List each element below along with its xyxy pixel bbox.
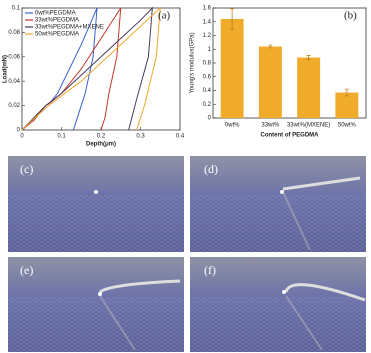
x-tick-label: 33wt% <box>261 123 280 129</box>
bar <box>297 57 321 118</box>
x-tick-label: 0.3 <box>136 134 145 140</box>
y-axis-title: Load(mN) <box>3 55 9 83</box>
line-series <box>21 6 153 131</box>
y-tick-label: 0.02 <box>8 103 20 109</box>
y-tick-label: 1.6 <box>203 6 212 12</box>
photo-d <box>190 156 366 252</box>
x-tick-label: 0.1 <box>57 134 66 140</box>
y-tick-label: 1.4 <box>203 19 212 25</box>
photo-e <box>8 257 184 352</box>
x-axis-title: Depth(μm) <box>86 142 116 148</box>
y-tick-label: 0.06 <box>8 54 20 60</box>
y-tick-label: 1 <box>208 47 212 53</box>
bar <box>258 46 282 118</box>
error-bar <box>268 44 273 49</box>
y-tick-label: 0 <box>17 128 21 134</box>
y-tick-label: 0.04 <box>8 79 20 85</box>
error-bar <box>230 8 235 30</box>
x-tick-label: 0wt% <box>225 123 240 129</box>
error-bar <box>344 88 349 97</box>
panel-label: (b) <box>344 10 357 22</box>
error-bar <box>306 55 311 60</box>
y-axis-title: Young's modulus(GPa) <box>190 32 196 93</box>
y-tick-label: 0.1 <box>12 6 21 12</box>
panel-label: (a) <box>158 10 171 22</box>
line-series <box>21 6 161 131</box>
y-tick-label: 0.2 <box>203 102 212 108</box>
panel-label: (f) <box>204 263 216 277</box>
x-tick-label: 50wt% <box>338 123 357 129</box>
bar <box>335 92 359 118</box>
photo-f <box>190 257 366 352</box>
legend-label: 33wt%PEGDMA+MXENE <box>35 25 104 31</box>
photo-c <box>8 156 184 252</box>
x-tick-label: 33wt%(MXENE) <box>287 123 330 129</box>
legend-label: 0wt%PEGDMA <box>35 11 76 17</box>
y-tick-label: 1.2 <box>203 33 212 39</box>
y-tick-label: 0.08 <box>8 30 20 36</box>
panel-label: (d) <box>204 162 218 176</box>
panel-label: (e) <box>20 263 33 277</box>
y-tick-label: 0.8 <box>203 61 212 67</box>
y-tick-label: 0.6 <box>203 74 212 80</box>
y-tick-label: 0.4 <box>203 88 212 94</box>
legend-label: 33wt%PEGDMA <box>35 18 79 24</box>
x-tick-label: 0 <box>20 134 24 140</box>
y-tick-label: 0 <box>208 116 212 122</box>
x-tick-label: 0.4 <box>176 134 185 140</box>
x-axis-title: Content of PEGDMA <box>261 133 320 139</box>
bar <box>220 19 244 118</box>
panel-label: (c) <box>20 162 33 176</box>
x-tick-label: 0.2 <box>97 134 106 140</box>
legend-label: 50wt%PEGDMA <box>35 32 79 38</box>
